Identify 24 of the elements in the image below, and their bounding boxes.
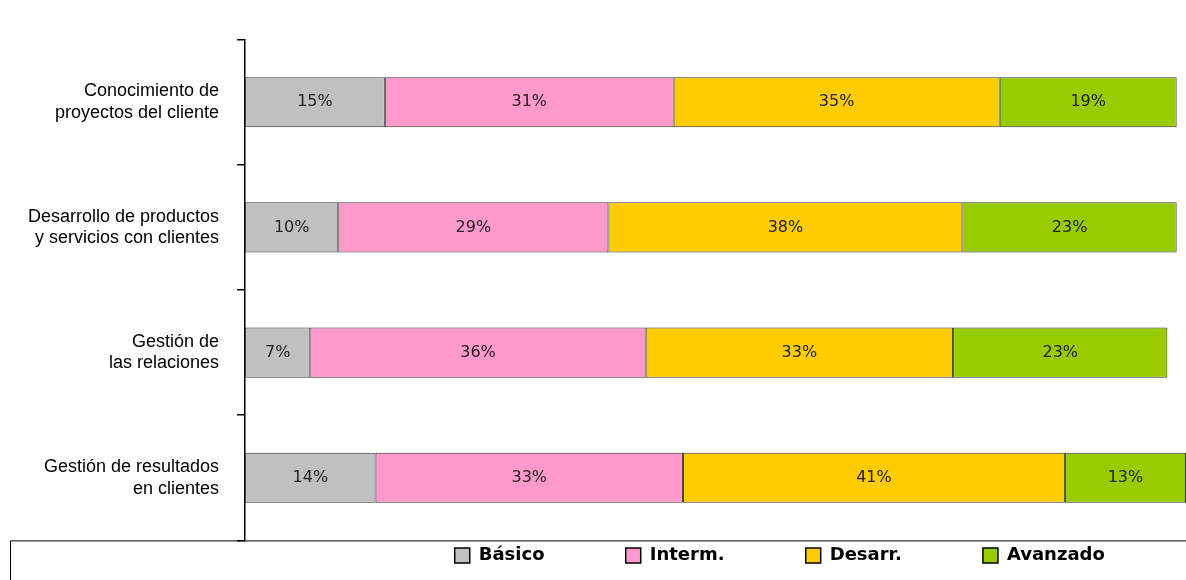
data-label: 29%: [455, 216, 492, 236]
y-tick-label: Conocimiento de proyectos del cliente: [55, 80, 220, 122]
data-label: 33%: [781, 341, 818, 361]
legend-label: Avanzado: [1006, 543, 1181, 565]
data-label: 35%: [818, 91, 855, 111]
y-tick-label: Gestión de resultados en clientes: [43, 455, 220, 498]
legend-label: Interm.: [649, 543, 800, 565]
data-label: 33%: [511, 466, 548, 486]
data-label: 19%: [1070, 91, 1106, 111]
data-label: 15%: [297, 91, 333, 111]
y-tick-label: Desarrollo de productos y servicios con clientes: [27, 205, 220, 248]
data-label: 7%: [265, 341, 291, 361]
data-label: 13%: [1107, 466, 1144, 486]
legend-label: Desarr.: [829, 543, 977, 565]
data-label: 31%: [511, 91, 548, 111]
data-label: 14%: [292, 466, 329, 486]
data-label: 23%: [1051, 216, 1088, 236]
data-label: 41%: [856, 466, 892, 486]
y-tick-label: Gestión de las relaciones: [109, 330, 220, 373]
data-label: 38%: [767, 216, 804, 236]
data-label: 36%: [460, 341, 496, 361]
legend-label: Básico: [478, 543, 620, 565]
data-label: 10%: [273, 216, 310, 236]
data-label: 23%: [1042, 341, 1079, 361]
